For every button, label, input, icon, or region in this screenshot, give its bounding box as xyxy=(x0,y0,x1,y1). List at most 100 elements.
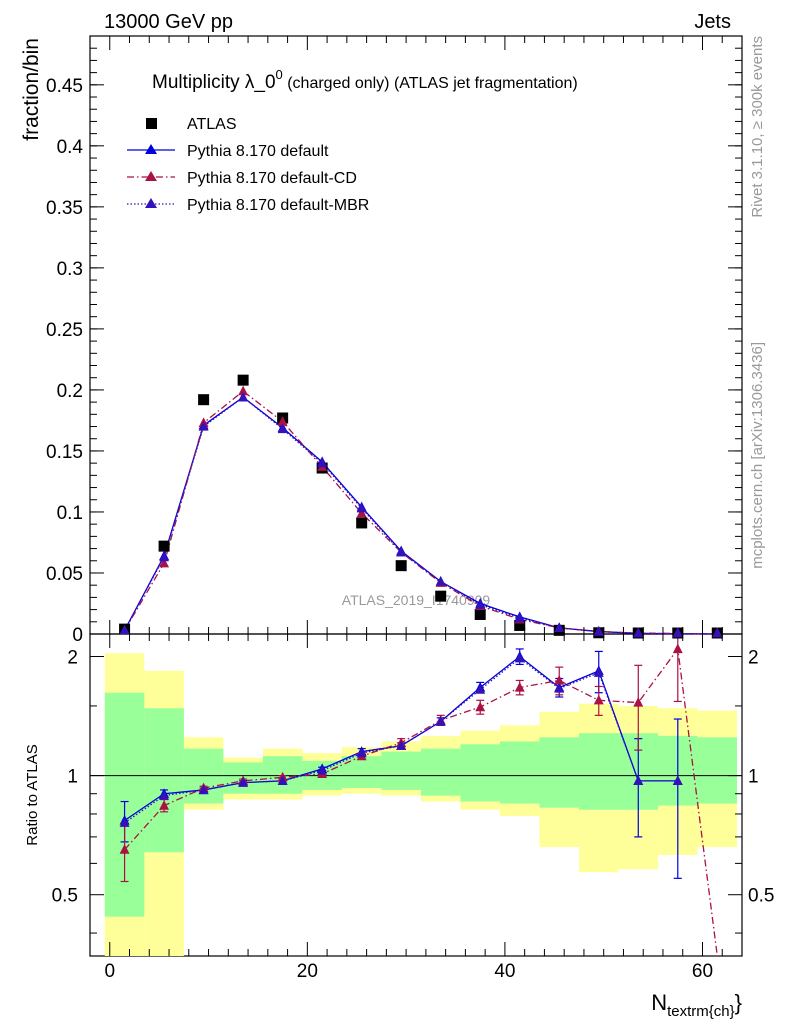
data-point-series-3 xyxy=(238,391,249,402)
data-point-series-3 xyxy=(198,421,209,431)
data-point-series-3 xyxy=(475,599,486,609)
ratio-point-series-2 xyxy=(356,747,367,758)
top-series-layer xyxy=(119,374,723,639)
data-point-series-3 xyxy=(435,576,446,586)
ratio-point-series-2 xyxy=(514,652,525,663)
ratio-axis-title: Ratio to ATLAS xyxy=(24,744,41,845)
x-axis-title: Ntextrm{ch}} xyxy=(651,990,742,1020)
data-point-atlas xyxy=(237,374,249,386)
x-tick-label: 60 xyxy=(692,961,713,982)
data-point-atlas xyxy=(474,608,486,620)
data-point-series-3 xyxy=(119,624,130,635)
y-tick-label: 0.35 xyxy=(46,198,83,219)
band-green xyxy=(420,748,461,796)
legend-marker-cd xyxy=(145,171,157,181)
data-point-series-2 xyxy=(277,416,288,426)
mcplots-label: mcplots.cern.ch [arXiv:1306.3436] xyxy=(749,342,766,569)
chart-title: Multiplicity λ_00 (charged only) (ATLAS … xyxy=(152,67,578,93)
ratio-point-series-2 xyxy=(396,740,407,750)
ratio-uncertainty-bands xyxy=(104,653,738,956)
ratio-point-series-2 xyxy=(554,683,565,693)
ratio-point-series-2 xyxy=(633,775,644,785)
data-point-atlas xyxy=(514,619,526,631)
legend: ATLAS Pythia 8.170 default Pythia 8.170 … xyxy=(127,116,369,214)
ratio-point-series-1 xyxy=(475,701,486,712)
ratio-series-layer xyxy=(119,633,718,957)
band-green xyxy=(697,737,738,804)
ratio-tick-label-right: 0.5 xyxy=(748,886,774,907)
x-axis-title-subscript: textrm{ch} xyxy=(667,1003,735,1020)
ratio-point-series-2 xyxy=(238,777,249,787)
data-point-series-3 xyxy=(356,502,367,513)
ratio-point-series-2 xyxy=(277,775,288,785)
x-tick-label: 40 xyxy=(494,961,515,982)
band-green xyxy=(144,708,184,853)
ratio-point-series-1 xyxy=(633,697,644,707)
data-point-series-3 xyxy=(554,622,565,633)
band-green xyxy=(381,751,421,790)
y-tick-label: 0.05 xyxy=(46,564,83,585)
legend-marker-mbr xyxy=(145,198,157,208)
band-green xyxy=(341,756,382,789)
band-green xyxy=(460,744,500,802)
y-tick-label: 0.4 xyxy=(57,137,84,158)
data-point-series-3 xyxy=(317,457,328,468)
y-axis-title: fraction/bin xyxy=(20,38,43,141)
data-point-atlas xyxy=(435,590,447,602)
chart-title-superscript: 0 xyxy=(276,67,283,82)
ratio-point-series-2 xyxy=(435,716,446,726)
legend-label-mbr: Pythia 8.170 default-MBR xyxy=(187,197,369,214)
x-axis-title-main: N xyxy=(651,990,667,1015)
process-label: Jets xyxy=(694,11,731,33)
ratio-point-series-2 xyxy=(475,684,486,694)
ratio-point-series-2 xyxy=(672,775,683,785)
ratio-point-series-1 xyxy=(672,643,683,654)
chart-title-note: (charged only) (ATLAS jet fragmentation) xyxy=(283,75,578,92)
data-point-series-3 xyxy=(593,626,604,636)
data-point-series-2 xyxy=(356,507,367,518)
ratio-point-series-1 xyxy=(159,800,170,810)
band-green xyxy=(539,737,579,808)
x-tick-label: 20 xyxy=(297,961,318,982)
data-point-series-3 xyxy=(712,627,723,638)
band-green xyxy=(579,733,619,810)
legend-label-default: Pythia 8.170 default xyxy=(187,143,329,160)
data-point-series-3 xyxy=(633,627,644,638)
x-axis-title-brace: } xyxy=(735,990,742,1015)
y-tick-label: 0.45 xyxy=(46,76,83,97)
y-tick-label: 0.15 xyxy=(46,442,83,463)
data-point-series-2 xyxy=(159,557,170,568)
chart-title-main: Multiplicity λ_0 xyxy=(152,72,276,93)
x-tick-label: 0 xyxy=(104,961,115,982)
band-green xyxy=(499,741,540,804)
ratio-plot-frame xyxy=(89,633,743,957)
ratio-tick-label-right: 2 xyxy=(748,648,759,669)
legend-marker-atlas xyxy=(146,118,157,129)
ratio-point-series-1 xyxy=(514,681,525,692)
series-line-3 xyxy=(124,396,718,635)
ratio-point-series-1 xyxy=(554,674,565,685)
ratio-line-1 xyxy=(124,647,718,957)
data-point-series-3 xyxy=(396,546,407,557)
data-point-series-3 xyxy=(672,627,683,638)
y-tick-label: 0.2 xyxy=(57,381,83,402)
legend-marker-default xyxy=(145,144,157,154)
data-point-series-3 xyxy=(277,423,288,434)
analysis-watermark: ATLAS_2019_I1740909 xyxy=(342,592,491,608)
y-tick-label: 0 xyxy=(72,625,83,646)
data-point-atlas xyxy=(395,560,407,572)
data-point-atlas xyxy=(356,517,368,529)
legend-label-cd: Pythia 8.170 default-CD xyxy=(187,170,357,187)
ratio-tick-label: 0.5 xyxy=(52,886,78,907)
ratio-tick-label: 2 xyxy=(67,648,78,669)
ratio-point-series-2 xyxy=(159,790,170,800)
ratio-point-series-2 xyxy=(119,817,130,827)
data-point-atlas xyxy=(198,394,210,406)
legend-label-atlas: ATLAS xyxy=(187,116,237,133)
ratio-tick-label-right: 1 xyxy=(748,767,759,788)
ratio-point-series-2 xyxy=(593,667,604,677)
y-tick-label: 0.1 xyxy=(57,503,83,524)
energy-label: 13000 GeV pp xyxy=(104,11,233,33)
rivet-label: Rivet 3.1.10, ≥ 300k events xyxy=(749,36,766,218)
